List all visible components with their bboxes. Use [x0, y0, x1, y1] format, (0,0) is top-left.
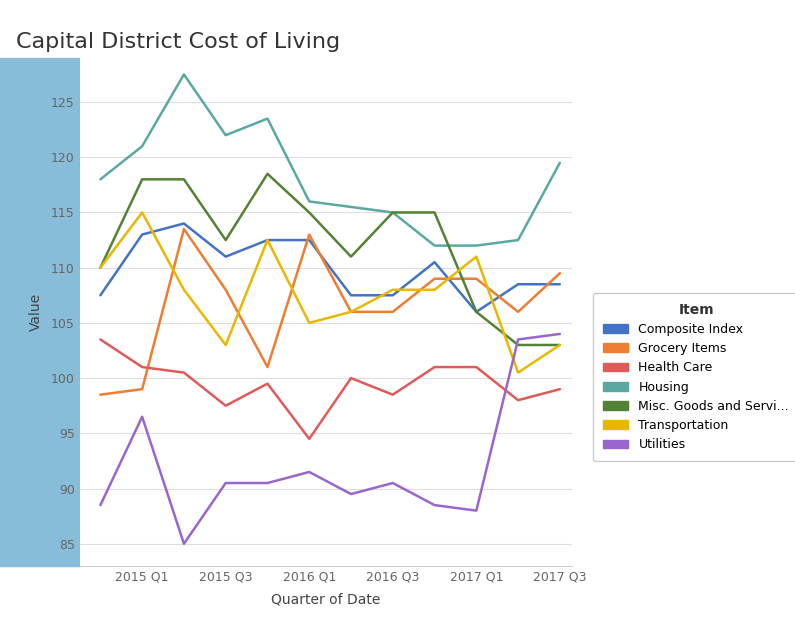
- Legend: Composite Index, Grocery Items, Health Care, Housing, Misc. Goods and Servi..., : Composite Index, Grocery Items, Health C…: [593, 293, 795, 462]
- X-axis label: Quarter of Date: Quarter of Date: [271, 592, 381, 606]
- Y-axis label: Value: Value: [29, 293, 42, 331]
- Text: Capital District Cost of Living: Capital District Cost of Living: [16, 32, 340, 52]
